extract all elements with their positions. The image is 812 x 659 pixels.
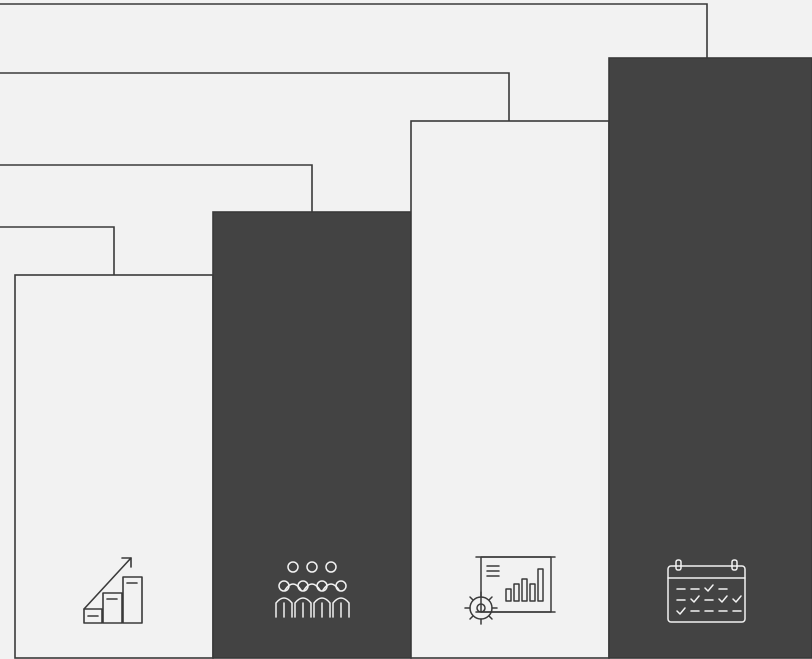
bracket-line-1 [0, 226, 115, 275]
bracket-line-3 [0, 72, 510, 121]
team-group-icon [275, 561, 350, 618]
bracket-line-4 [0, 3, 708, 58]
step-column-3 [410, 120, 610, 659]
step-column-2 [212, 211, 412, 659]
presentation-analytics-icon [464, 556, 556, 625]
step-column-1 [14, 274, 214, 659]
bracket-lines [0, 3, 708, 275]
growth-chart-icon [83, 557, 143, 624]
step-column-4 [608, 57, 812, 659]
bracket-line-2 [0, 164, 313, 212]
calendar-checklist-icon [667, 559, 746, 623]
